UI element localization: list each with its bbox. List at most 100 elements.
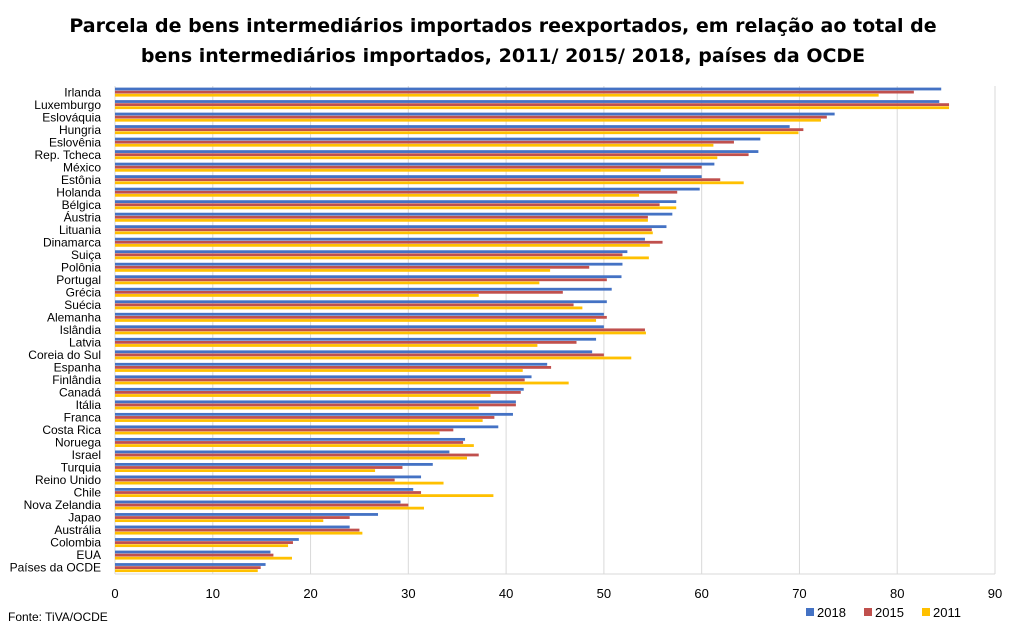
bar-alemanha-2018 — [115, 312, 604, 316]
bar-polonia-2011 — [115, 268, 551, 272]
category-label-rep-tcheca: Rep. Tcheca — [35, 148, 102, 162]
bar-irlanda-2011 — [115, 93, 879, 97]
legend-label-2011: 2011 — [933, 605, 961, 620]
bar-paises-da-ocde-2011 — [115, 569, 258, 573]
bar-estonia-2015 — [115, 178, 721, 182]
x-tick-labels: 0 10 20 30 40 50 60 70 80 90 — [111, 586, 1002, 601]
bar-hungria-2018 — [115, 125, 790, 128]
category-label-portugal: Portugal — [56, 273, 101, 287]
x-tick-50: 50 — [597, 586, 611, 601]
bar-reino-unido-2018 — [115, 475, 422, 479]
category-label-nova-zelandia: Nova Zelandia — [24, 498, 102, 512]
bar-turquia-2011 — [115, 469, 376, 472]
bar-islandia-2018 — [115, 325, 604, 329]
category-label-israel: Israel — [72, 448, 101, 462]
x-tick-60: 60 — [694, 586, 708, 601]
bar-belgica-2018 — [115, 200, 677, 204]
chart-title-line1: Parcela de bens intermediários importado… — [69, 15, 936, 37]
bar-paises-da-ocde-2015 — [115, 566, 261, 569]
bar-finlandia-2011 — [115, 381, 569, 385]
bar-eua-2018 — [115, 550, 271, 554]
category-label-canada: Canadá — [59, 386, 101, 400]
x-tick-10: 10 — [206, 586, 220, 601]
bar-suica-2018 — [115, 250, 628, 254]
bar-lituania-2015 — [115, 228, 652, 232]
bar-islandia-2011 — [115, 331, 646, 335]
bar-eslovaquia-2011 — [115, 118, 821, 122]
category-label-grecia: Grécia — [66, 285, 102, 299]
legend-label-2018: 2018 — [817, 605, 846, 620]
bar-eslovenia-2018 — [115, 137, 761, 141]
bar-belgica-2015 — [115, 203, 660, 207]
bar-suecia-2011 — [115, 306, 583, 310]
category-label-lituania: Lituania — [59, 223, 101, 237]
category-label-austria: Áustria — [64, 209, 102, 224]
category-label-chile: Chile — [74, 486, 102, 500]
bar-eua-2011 — [115, 556, 292, 560]
category-label-franca: Franca — [64, 411, 102, 425]
x-tick-90: 90 — [988, 586, 1002, 601]
bar-hungria-2011 — [115, 131, 799, 135]
bar-costa-rica-2018 — [115, 425, 499, 429]
bar-eslovenia-2015 — [115, 140, 734, 144]
category-labels: IrlandaLuxemburgoEslováquiaHungriaEslovê… — [10, 85, 102, 574]
bar-latvia-2018 — [115, 337, 597, 341]
chart-title-line2: bens intermediários importados, 2011/ 20… — [141, 45, 865, 67]
bar-chile-2011 — [115, 494, 494, 498]
bar-espanha-2018 — [115, 362, 548, 366]
bar-holanda-2011 — [115, 193, 640, 197]
bar-reino-unido-2011 — [115, 481, 444, 485]
bar-holanda-2015 — [115, 190, 678, 194]
bar-noruega-2015 — [115, 441, 464, 444]
bar-islandia-2015 — [115, 328, 645, 332]
bar-japao-2015 — [115, 516, 350, 519]
bar-mexico-2018 — [115, 162, 715, 166]
bar-colombia-2018 — [115, 538, 299, 541]
category-label-eua: EUA — [76, 548, 101, 562]
bar-mexico-2011 — [115, 168, 661, 172]
bar-austria-2018 — [115, 212, 673, 216]
bar-portugal-2018 — [115, 275, 622, 279]
category-label-irlanda: Irlanda — [64, 85, 101, 99]
x-tick-20: 20 — [303, 586, 317, 601]
bar-reino-unido-2015 — [115, 478, 395, 482]
category-label-suica: Suiça — [71, 248, 101, 262]
source-note: Fonte: TiVA/OCDE — [8, 610, 108, 624]
bar-canada-2015 — [115, 391, 521, 394]
bar-japao-2018 — [115, 513, 379, 516]
category-label-mexico: México — [63, 160, 101, 174]
bar-canada-2018 — [115, 387, 524, 391]
bar-dinamarca-2015 — [115, 240, 663, 244]
bar-coreia-do-sul-2015 — [115, 353, 604, 357]
x-tick-80: 80 — [890, 586, 904, 601]
bar-austria-2015 — [115, 215, 648, 219]
bar-italia-2018 — [115, 400, 516, 404]
bar-estonia-2011 — [115, 181, 744, 185]
bar-suica-2011 — [115, 256, 649, 260]
bar-israel-2011 — [115, 456, 467, 460]
bar-luxemburgo-2011 — [115, 106, 950, 110]
category-label-costa-rica: Costa Rica — [42, 423, 101, 437]
category-label-australia: Austrália — [54, 523, 101, 537]
bar-eslovenia-2011 — [115, 143, 714, 147]
category-label-colombia: Colombia — [50, 536, 101, 550]
bar-chile-2018 — [115, 488, 414, 491]
category-label-estonia: Estônia — [61, 173, 101, 187]
bar-irlanda-2018 — [115, 87, 942, 91]
bar-portugal-2011 — [115, 281, 540, 285]
bar-grecia-2015 — [115, 290, 563, 294]
legend-swatch-2011 — [922, 608, 930, 616]
bar-chile-2015 — [115, 491, 422, 494]
bar-alemanha-2015 — [115, 315, 607, 319]
bar-turquia-2015 — [115, 466, 403, 469]
bar-dinamarca-2011 — [115, 243, 650, 247]
bar-grecia-2011 — [115, 294, 479, 297]
bar-noruega-2011 — [115, 444, 474, 447]
legend-swatch-2018 — [806, 608, 814, 616]
bar-paises-da-ocde-2018 — [115, 563, 266, 566]
bar-polonia-2015 — [115, 265, 590, 269]
category-label-noruega: Noruega — [55, 436, 101, 450]
bar-dinamarca-2018 — [115, 237, 645, 241]
bar-estonia-2018 — [115, 175, 702, 178]
